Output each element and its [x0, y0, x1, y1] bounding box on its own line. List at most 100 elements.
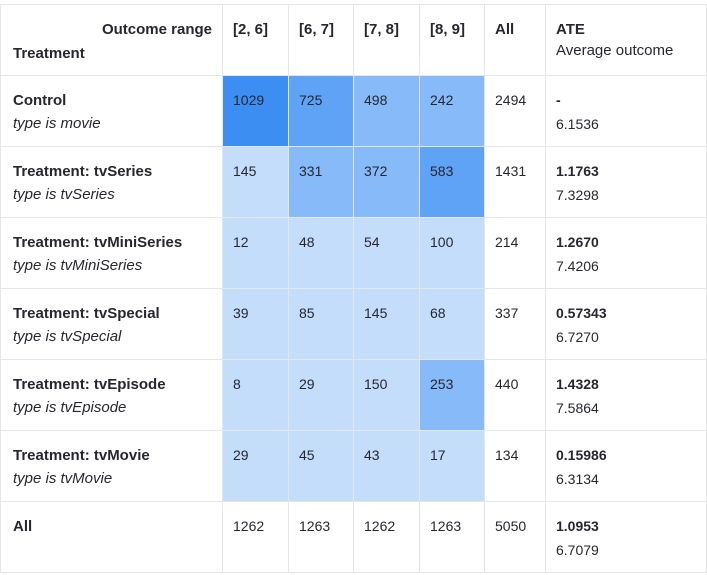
count-cell: 1263 [288, 501, 354, 573]
ate-cell: 1.4328 7.5864 [545, 359, 707, 431]
table-row: Treatment: tvSpecial type is tvSpecial 3… [0, 288, 707, 360]
count-value: 1262 [233, 518, 265, 534]
count-value: 150 [364, 376, 388, 392]
bin-header-cell: [6, 7] [288, 4, 354, 76]
count-value: 43 [364, 447, 380, 463]
row-desc: type is tvEpisode [13, 399, 127, 416]
ate-value: 1.4328 [556, 376, 599, 392]
count-value: 331 [299, 163, 323, 179]
count-cell: 68 [419, 288, 485, 360]
ate-header: ATE [556, 21, 585, 38]
count-value: 1263 [430, 518, 462, 534]
row-desc: type is tvMiniSeries [13, 257, 143, 274]
count-value: 85 [299, 305, 315, 321]
all-value: 5050 [495, 518, 527, 534]
count-value: 145 [364, 305, 388, 321]
count-value: 8 [233, 376, 241, 392]
ate-value: 1.0953 [556, 518, 599, 534]
row-name: Treatment: tvMiniSeries [13, 234, 183, 251]
row-label-cell: Treatment: tvMiniSeries type is tvMiniSe… [0, 217, 223, 289]
header-corner-cell: Outcome range Treatment [0, 4, 223, 76]
row-label-cell: Treatment: tvSpecial type is tvSpecial [0, 288, 223, 360]
all-header-cell: All [484, 4, 546, 76]
count-cell: 17 [419, 430, 485, 502]
count-value: 1263 [299, 518, 331, 534]
all-value: 2494 [495, 92, 527, 108]
count-cell: 43 [353, 430, 420, 502]
all-cell: 5050 [484, 501, 546, 573]
ate-cell: 1.1763 7.3298 [545, 146, 707, 218]
row-name: Treatment: tvSeries [13, 163, 153, 180]
count-value: 68 [430, 305, 446, 321]
all-cell: 1431 [484, 146, 546, 218]
all-cell: 134 [484, 430, 546, 502]
count-value: 725 [299, 92, 323, 108]
header-row: Outcome range Treatment [2, 6] [6, 7] [7… [0, 4, 707, 76]
count-cell: 85 [288, 288, 354, 360]
table-row: Treatment: tvMovie type is tvMovie 29 45… [0, 430, 707, 502]
count-value: 1029 [233, 92, 265, 108]
table-row: Treatment: tvSeries type is tvSeries 145… [0, 146, 707, 218]
ate-value: 1.1763 [556, 163, 599, 179]
row-label-cell: All [0, 501, 223, 573]
totals-row: All 1262 1263 1262 1263 5050 1.0953 6.70… [0, 501, 707, 573]
ate-value: 1.2670 [556, 234, 599, 250]
outcome-range-header: Outcome range [101, 21, 212, 38]
row-label-cell: Control type is movie [0, 75, 223, 147]
average-outcome-value: 6.7079 [556, 542, 599, 558]
count-cell: 54 [353, 217, 420, 289]
all-cell: 440 [484, 359, 546, 431]
count-value: 54 [364, 234, 380, 250]
ate-value: - [556, 92, 561, 108]
all-header: All [495, 21, 515, 38]
ate-value: 0.57343 [556, 305, 607, 321]
ate-cell: - 6.1536 [545, 75, 707, 147]
bin-header: [2, 6] [233, 21, 269, 38]
all-value: 134 [495, 447, 519, 463]
bin-header: [6, 7] [299, 21, 335, 38]
ate-header-cell: ATE Average outcome [545, 4, 707, 76]
ate-cell: 0.57343 6.7270 [545, 288, 707, 360]
count-cell: 331 [288, 146, 354, 218]
bin-header-cell: [7, 8] [353, 4, 420, 76]
all-cell: 2494 [484, 75, 546, 147]
count-cell: 1029 [222, 75, 289, 147]
count-cell: 29 [222, 430, 289, 502]
count-value: 583 [430, 163, 454, 179]
totals-label: All [13, 518, 33, 535]
count-cell: 1263 [419, 501, 485, 573]
all-value: 1431 [495, 163, 527, 179]
ate-cell: 1.0953 6.7079 [545, 501, 707, 573]
average-outcome-header: Average outcome [556, 42, 674, 59]
row-name: Control [13, 92, 67, 109]
table-row: Control type is movie 1029 725 498 242 2… [0, 75, 707, 147]
count-cell: 100 [419, 217, 485, 289]
count-cell: 29 [288, 359, 354, 431]
count-cell: 253 [419, 359, 485, 431]
row-label-cell: Treatment: tvMovie type is tvMovie [0, 430, 223, 502]
row-name: Treatment: tvMovie [13, 447, 150, 464]
row-desc: type is tvSeries [13, 186, 115, 203]
count-value: 48 [299, 234, 315, 250]
count-cell: 12 [222, 217, 289, 289]
row-desc: type is tvSpecial [13, 328, 122, 345]
outcome-table: Outcome range Treatment [2, 6] [6, 7] [7… [0, 4, 707, 573]
ate-cell: 1.2670 7.4206 [545, 217, 707, 289]
all-cell: 214 [484, 217, 546, 289]
count-cell: 1262 [222, 501, 289, 573]
bin-header: [7, 8] [364, 21, 400, 38]
count-value: 12 [233, 234, 249, 250]
count-value: 39 [233, 305, 249, 321]
average-outcome-value: 6.7270 [556, 329, 599, 345]
count-cell: 725 [288, 75, 354, 147]
count-value: 1262 [364, 518, 396, 534]
row-name: Treatment: tvEpisode [13, 376, 166, 393]
count-cell: 8 [222, 359, 289, 431]
count-cell: 372 [353, 146, 420, 218]
row-name: Treatment: tvSpecial [13, 305, 160, 322]
count-cell: 145 [353, 288, 420, 360]
all-value: 337 [495, 305, 519, 321]
table-row: Treatment: tvMiniSeries type is tvMiniSe… [0, 217, 707, 289]
count-cell: 39 [222, 288, 289, 360]
count-cell: 498 [353, 75, 420, 147]
